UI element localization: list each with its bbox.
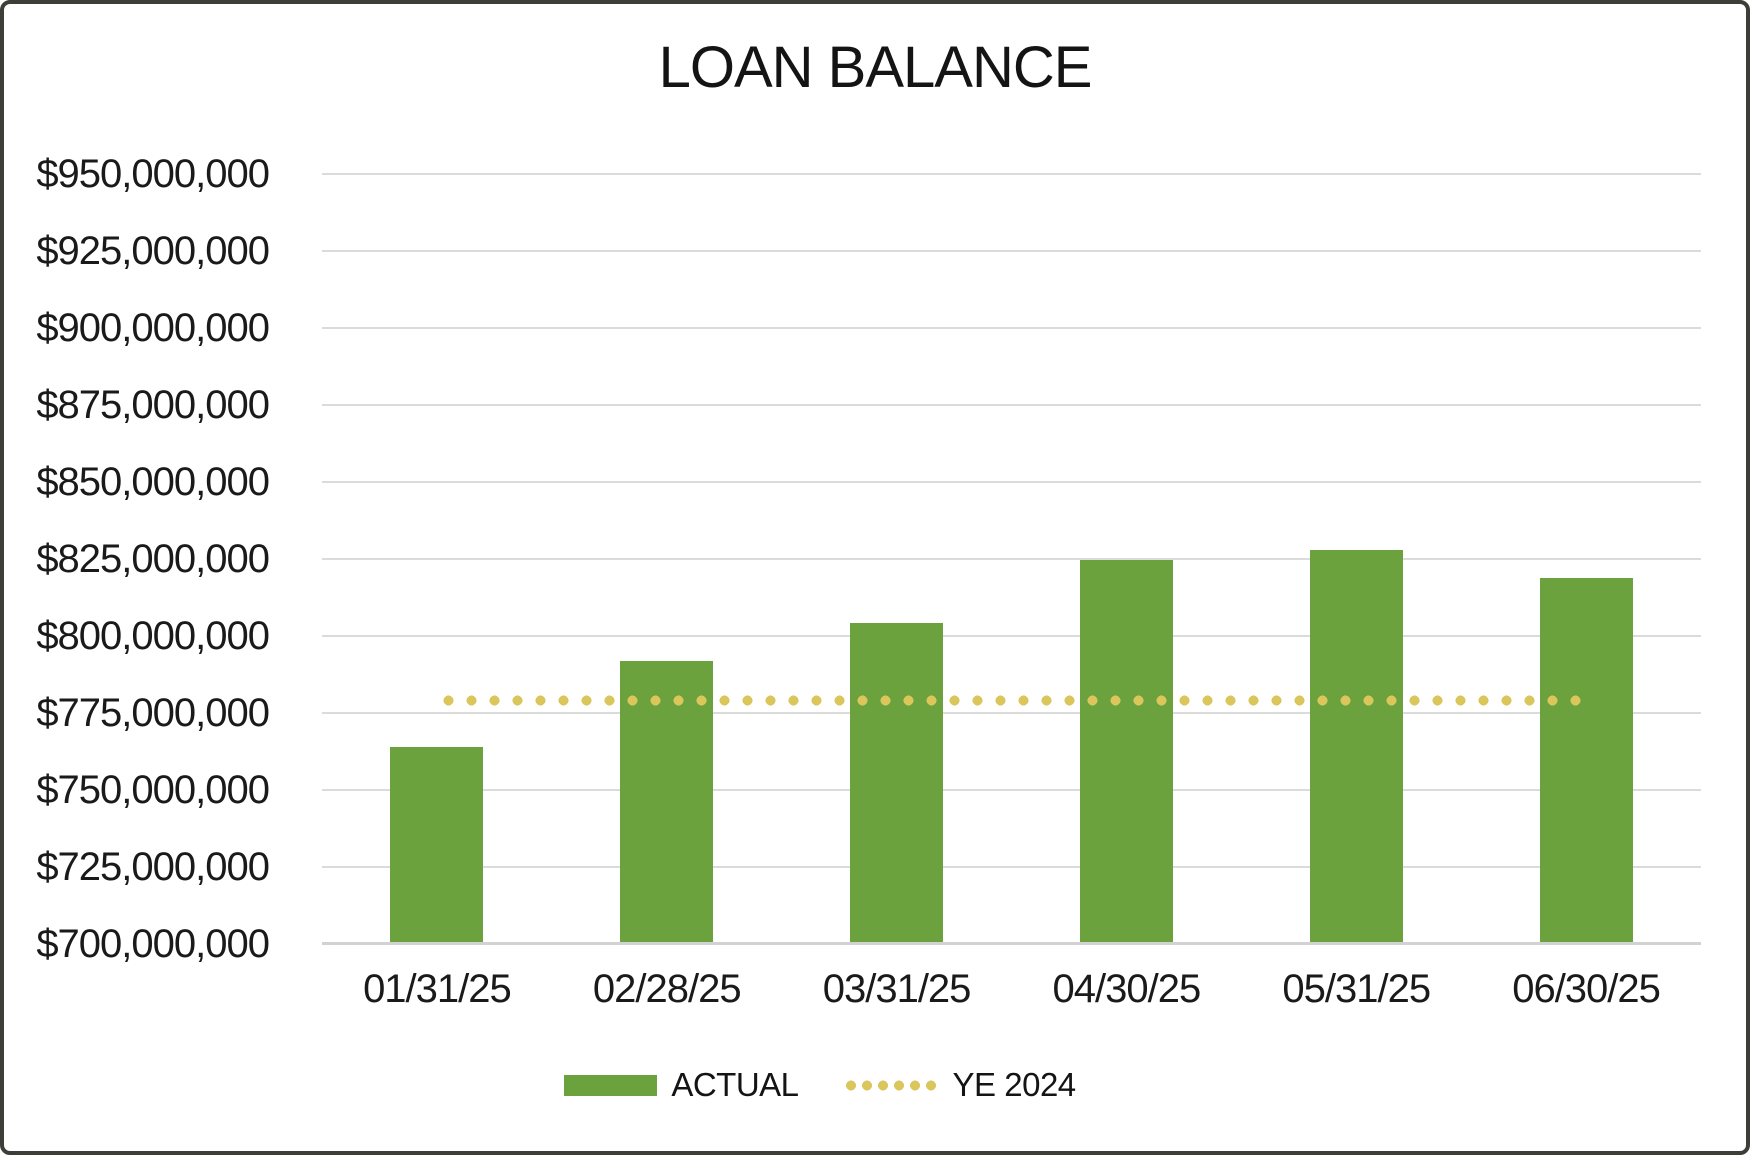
bar-06-30-25 bbox=[1539, 578, 1633, 943]
y-tick-label: $700,000,000 bbox=[36, 922, 270, 966]
category-slot bbox=[322, 173, 552, 943]
bar-02-28-25 bbox=[620, 661, 714, 943]
x-tick-label: 04/30/25 bbox=[1052, 967, 1202, 1011]
chart-title: LOAN BALANCE bbox=[658, 35, 1093, 100]
y-tick-label: $750,000,000 bbox=[36, 768, 270, 812]
y-tick-label: $725,000,000 bbox=[36, 845, 270, 889]
legend-ye-2024-label: YE 2024 bbox=[952, 1066, 1077, 1103]
y-tick-label: $875,000,000 bbox=[36, 383, 270, 427]
plot-area bbox=[322, 173, 1701, 945]
y-tick-label: $825,000,000 bbox=[36, 537, 270, 581]
x-tick-label: 05/31/25 bbox=[1282, 967, 1431, 1011]
x-tick-label: 02/28/25 bbox=[592, 967, 742, 1011]
category-slot bbox=[1471, 173, 1701, 943]
x-axis-line bbox=[322, 942, 1701, 945]
category-slot bbox=[1241, 173, 1471, 943]
bar-03-31-25 bbox=[850, 622, 944, 943]
y-tick-label: $800,000,000 bbox=[36, 614, 270, 658]
y-tick-label: $950,000,000 bbox=[36, 152, 270, 196]
category-slot bbox=[782, 173, 1012, 943]
bar-01-31-25 bbox=[390, 747, 484, 943]
category-slot bbox=[552, 173, 782, 943]
bar-04-30-25 bbox=[1079, 559, 1173, 943]
legend-actual-swatch bbox=[564, 1074, 658, 1096]
category-slot bbox=[1011, 173, 1241, 943]
legend: ACTUAL YE 2024 bbox=[4, 1060, 1691, 1110]
y-tick-label: $775,000,000 bbox=[36, 691, 270, 735]
x-tick-label: 03/31/25 bbox=[822, 967, 972, 1011]
x-axis: 01/31/25 02/28/25 03/31/25 04/30/25 05/3… bbox=[322, 966, 1701, 1012]
ye-2024-line bbox=[436, 695, 1587, 707]
bar-05-31-25 bbox=[1309, 550, 1403, 943]
x-tick-label: 01/31/25 bbox=[363, 967, 512, 1011]
y-tick-label: $850,000,000 bbox=[36, 460, 270, 504]
x-tick-label: 06/30/25 bbox=[1512, 967, 1661, 1011]
legend-actual-label: ACTUAL bbox=[671, 1066, 799, 1103]
y-tick-label: $900,000,000 bbox=[36, 306, 270, 350]
bar-series-actual bbox=[322, 173, 1701, 943]
y-tick-label: $925,000,000 bbox=[36, 229, 270, 273]
legend-ye-2024-swatch bbox=[842, 1079, 939, 1091]
